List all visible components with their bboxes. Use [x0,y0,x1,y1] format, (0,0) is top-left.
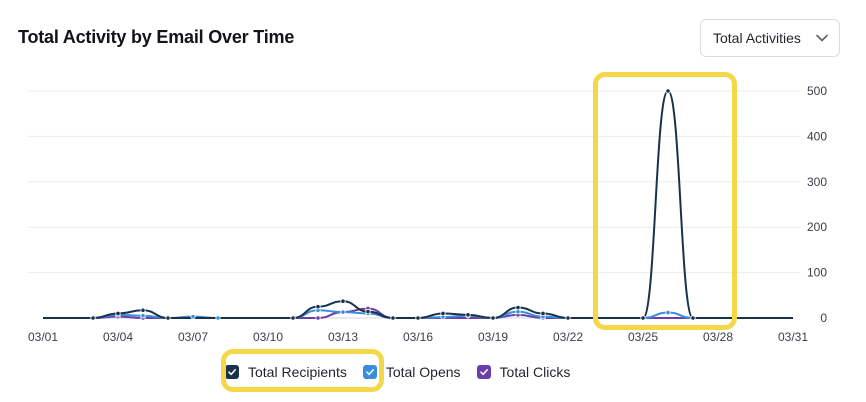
x-tick-label: 03/13 [328,330,358,344]
check-icon [228,369,236,376]
data-point [565,315,571,321]
check-icon [366,369,374,376]
data-point [665,309,671,316]
y-tick-label: 100 [807,266,827,280]
data-point [190,314,196,320]
legend-label-opens: Total Opens [385,364,461,380]
y-tick-label: 200 [807,220,827,234]
x-tick-label: 03/10 [253,330,283,344]
legend-item-total-opens[interactable]: Total Opens [362,360,461,384]
data-point [540,310,546,317]
checkbox-opens[interactable] [362,365,377,379]
x-tick-label: 03/25 [628,330,658,344]
page-title: Total Activity by Email Over Time [18,27,295,47]
y-axis-ticks: 0 100 200 300 400 500 [807,84,827,325]
chevron-down-icon [815,31,829,45]
series-points [90,88,696,321]
legend-label-recipients: Total Recipients [248,364,347,380]
legend-item-total-clicks[interactable]: Total Clicks [476,360,571,384]
chart-legend: Total Recipients Total Opens Total Click… [225,360,586,384]
metric-dropdown[interactable]: Total Activities [700,19,840,57]
legend-item-total-recipients[interactable]: Total Recipients [225,360,347,384]
data-point [365,309,371,315]
data-point [115,310,121,317]
data-point [140,313,146,319]
data-point [140,307,146,313]
series-line-total-recipients [43,90,793,319]
data-point [440,310,446,317]
check-icon [479,369,488,376]
data-point [490,315,496,321]
data-point [515,304,521,311]
x-tick-label: 03/04 [103,330,133,344]
y-tick-label: 500 [807,84,827,98]
x-tick-label: 03/28 [703,330,733,344]
data-point [340,298,346,304]
series-lines [43,90,793,319]
data-point [640,315,646,321]
data-point [415,315,421,321]
x-tick-label: 03/01 [28,330,58,344]
chart-grid [28,90,800,319]
y-tick-label: 300 [807,175,827,189]
data-point [315,315,321,321]
legend-label-clicks: Total Clicks [499,364,571,380]
data-point [690,315,696,321]
x-tick-label: 03/16 [403,330,433,344]
data-point [665,88,671,94]
data-point [340,309,346,315]
data-point [390,315,396,321]
metric-dropdown-value: Total Activities [713,30,801,46]
x-tick-label: 03/31 [778,330,808,344]
data-point [315,304,321,310]
data-point [465,312,471,318]
data-point [165,315,171,321]
x-tick-label: 03/07 [178,330,208,344]
y-tick-label: 0 [820,311,827,325]
data-point [215,315,221,321]
data-point [290,315,296,321]
x-axis-ticks: 03/01 03/04 03/07 03/10 03/13 03/16 03/19 03/22… [28,330,808,344]
x-tick-label: 03/19 [478,330,508,344]
checkbox-clicks[interactable] [476,365,491,379]
data-point [90,315,96,321]
y-tick-label: 400 [807,129,827,143]
x-tick-label: 03/22 [553,330,583,344]
checkbox-recipients[interactable] [225,365,239,379]
